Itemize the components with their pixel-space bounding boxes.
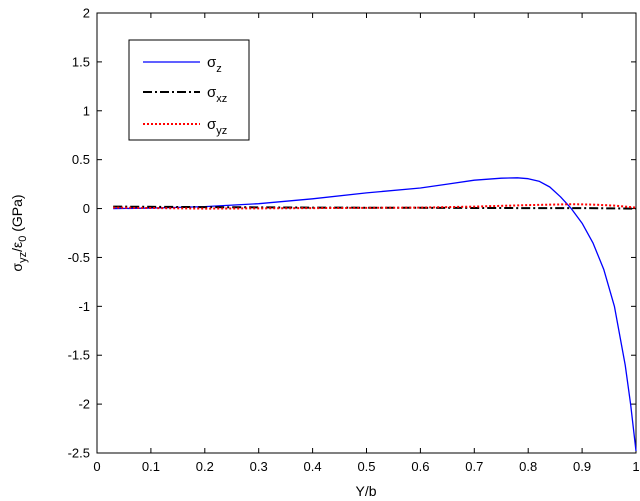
y-tick-label: 1	[83, 103, 90, 118]
x-tick-label: 1	[632, 459, 639, 474]
series-group	[113, 177, 637, 452]
y-tick-label: 0.5	[72, 152, 90, 167]
y-tick-label: 1.5	[72, 54, 90, 69]
series-line-2	[113, 203, 637, 210]
legend-label-sigma-xz: σxz	[207, 84, 227, 105]
x-tick-label: 0.4	[304, 459, 322, 474]
y-tick-label: -2	[78, 397, 90, 412]
axis-ticks	[96, 12, 637, 454]
y-tick-label: -1.5	[68, 348, 90, 363]
x-tick-label: 0.3	[250, 459, 268, 474]
x-tick-label: 0.1	[142, 459, 160, 474]
x-tick-label: 0.5	[357, 459, 375, 474]
y-tick-label: 0	[83, 201, 90, 216]
y-tick-label: -0.5	[68, 250, 90, 265]
x-tick-label: 0.9	[573, 459, 591, 474]
legend: σz σxz σyz	[128, 39, 250, 141]
y-tick-label: -1	[78, 299, 90, 314]
y-axis-title: σyz/ε0 (GPa)	[9, 194, 29, 271]
series-line-1	[113, 205, 637, 210]
x-axis-title: Y/b	[355, 483, 376, 499]
y-tick-label: -2.5	[68, 446, 90, 461]
x-tick-label: 0.6	[411, 459, 429, 474]
tick-labels: 0 0.1 0.2 0.3 0.4 0.5 0.6 0.7 0.8 0.9 1 2 1.5 1 0.5 0 -0…	[68, 6, 640, 475]
x-tick-label: 0.8	[519, 459, 537, 474]
x-tick-label: 0.2	[196, 459, 214, 474]
x-tick-label: 0.7	[465, 459, 483, 474]
legend-label-sigma-yz: σyz	[207, 116, 227, 137]
series-line-0	[113, 177, 637, 452]
y-tick-label: 2	[83, 6, 90, 21]
legend-label-sigma-z: σz	[207, 54, 222, 75]
x-tick-label: 0	[93, 459, 100, 474]
